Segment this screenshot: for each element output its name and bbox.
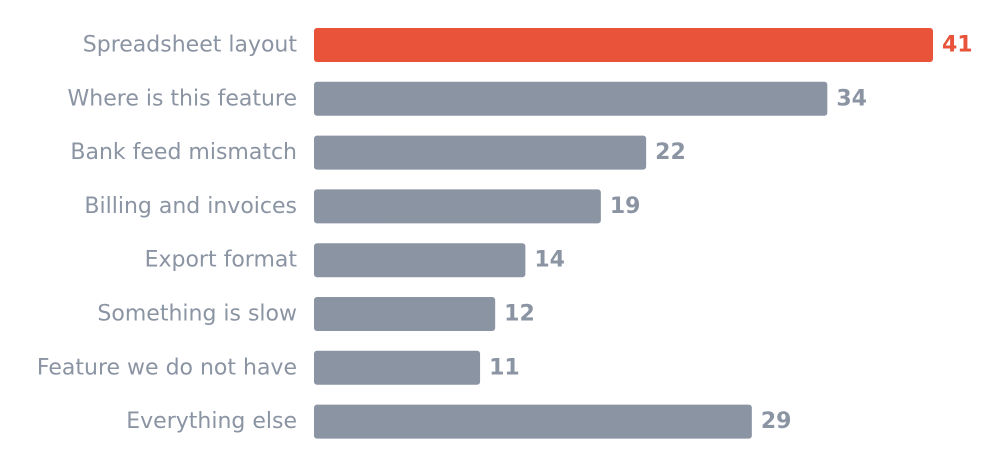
value-label-1: 34 <box>836 86 867 111</box>
value-label-3: 19 <box>610 194 641 219</box>
bar-3 <box>314 189 601 224</box>
value-label-4: 14 <box>534 248 565 273</box>
bars-layer <box>314 28 933 439</box>
bar-6 <box>314 350 481 385</box>
bar-5 <box>314 297 496 331</box>
category-label-5: Something is slow <box>97 302 297 327</box>
bar-7 <box>314 404 752 439</box>
value-label-2: 22 <box>655 140 686 165</box>
bar-1 <box>314 81 828 116</box>
value-label-7: 29 <box>761 409 792 434</box>
bar-2 <box>314 135 647 170</box>
value-label-5: 12 <box>504 302 535 327</box>
bar-4 <box>314 243 526 278</box>
bar-0 <box>314 28 933 62</box>
category-label-1: Where is this feature <box>68 86 297 111</box>
category-label-4: Export format <box>145 248 298 273</box>
value-label-6: 11 <box>489 355 520 380</box>
category-label-6: Feature we do not have <box>37 355 297 380</box>
category-label-2: Bank feed mismatch <box>70 140 297 165</box>
category-label-0: Spreadsheet layout <box>83 33 298 58</box>
value-labels-layer: 41 34 22 19 14 12 11 29 <box>489 33 973 435</box>
category-labels-layer: Spreadsheet layout Where is this feature B… <box>37 33 297 435</box>
category-label-7: Everything else <box>126 409 297 434</box>
category-label-3: Billing and invoices <box>84 194 297 219</box>
value-label-0: 41 <box>942 33 973 58</box>
